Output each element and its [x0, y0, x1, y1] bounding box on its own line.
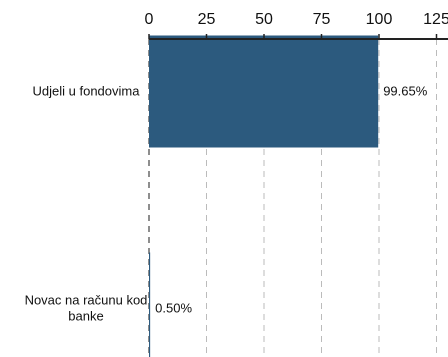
x-tick-labels: 0 25 50 75 100 125: [145, 11, 448, 28]
x-axis: [148, 34, 448, 40]
bar: [149, 252, 151, 357]
x-tick-label: 125: [423, 11, 448, 28]
x-tick-label: 50: [255, 11, 273, 28]
bar: [149, 35, 379, 148]
x-tick-label: 100: [366, 11, 393, 28]
x-tick-label: 75: [313, 11, 331, 28]
data-label: 99.65%: [383, 84, 428, 99]
data-labels: 99.65% 0.50%: [155, 84, 428, 316]
bars: [149, 35, 379, 357]
data-label: 0.50%: [155, 301, 192, 316]
category-label: Udjeli u fondovima: [33, 84, 141, 99]
x-tick-label: 0: [145, 11, 154, 28]
x-tick-label: 25: [198, 11, 216, 28]
category-labels: Udjeli u fondovima Novac na računu kod ban…: [25, 84, 148, 324]
category-label: Novac na računu kod banke: [25, 293, 148, 324]
